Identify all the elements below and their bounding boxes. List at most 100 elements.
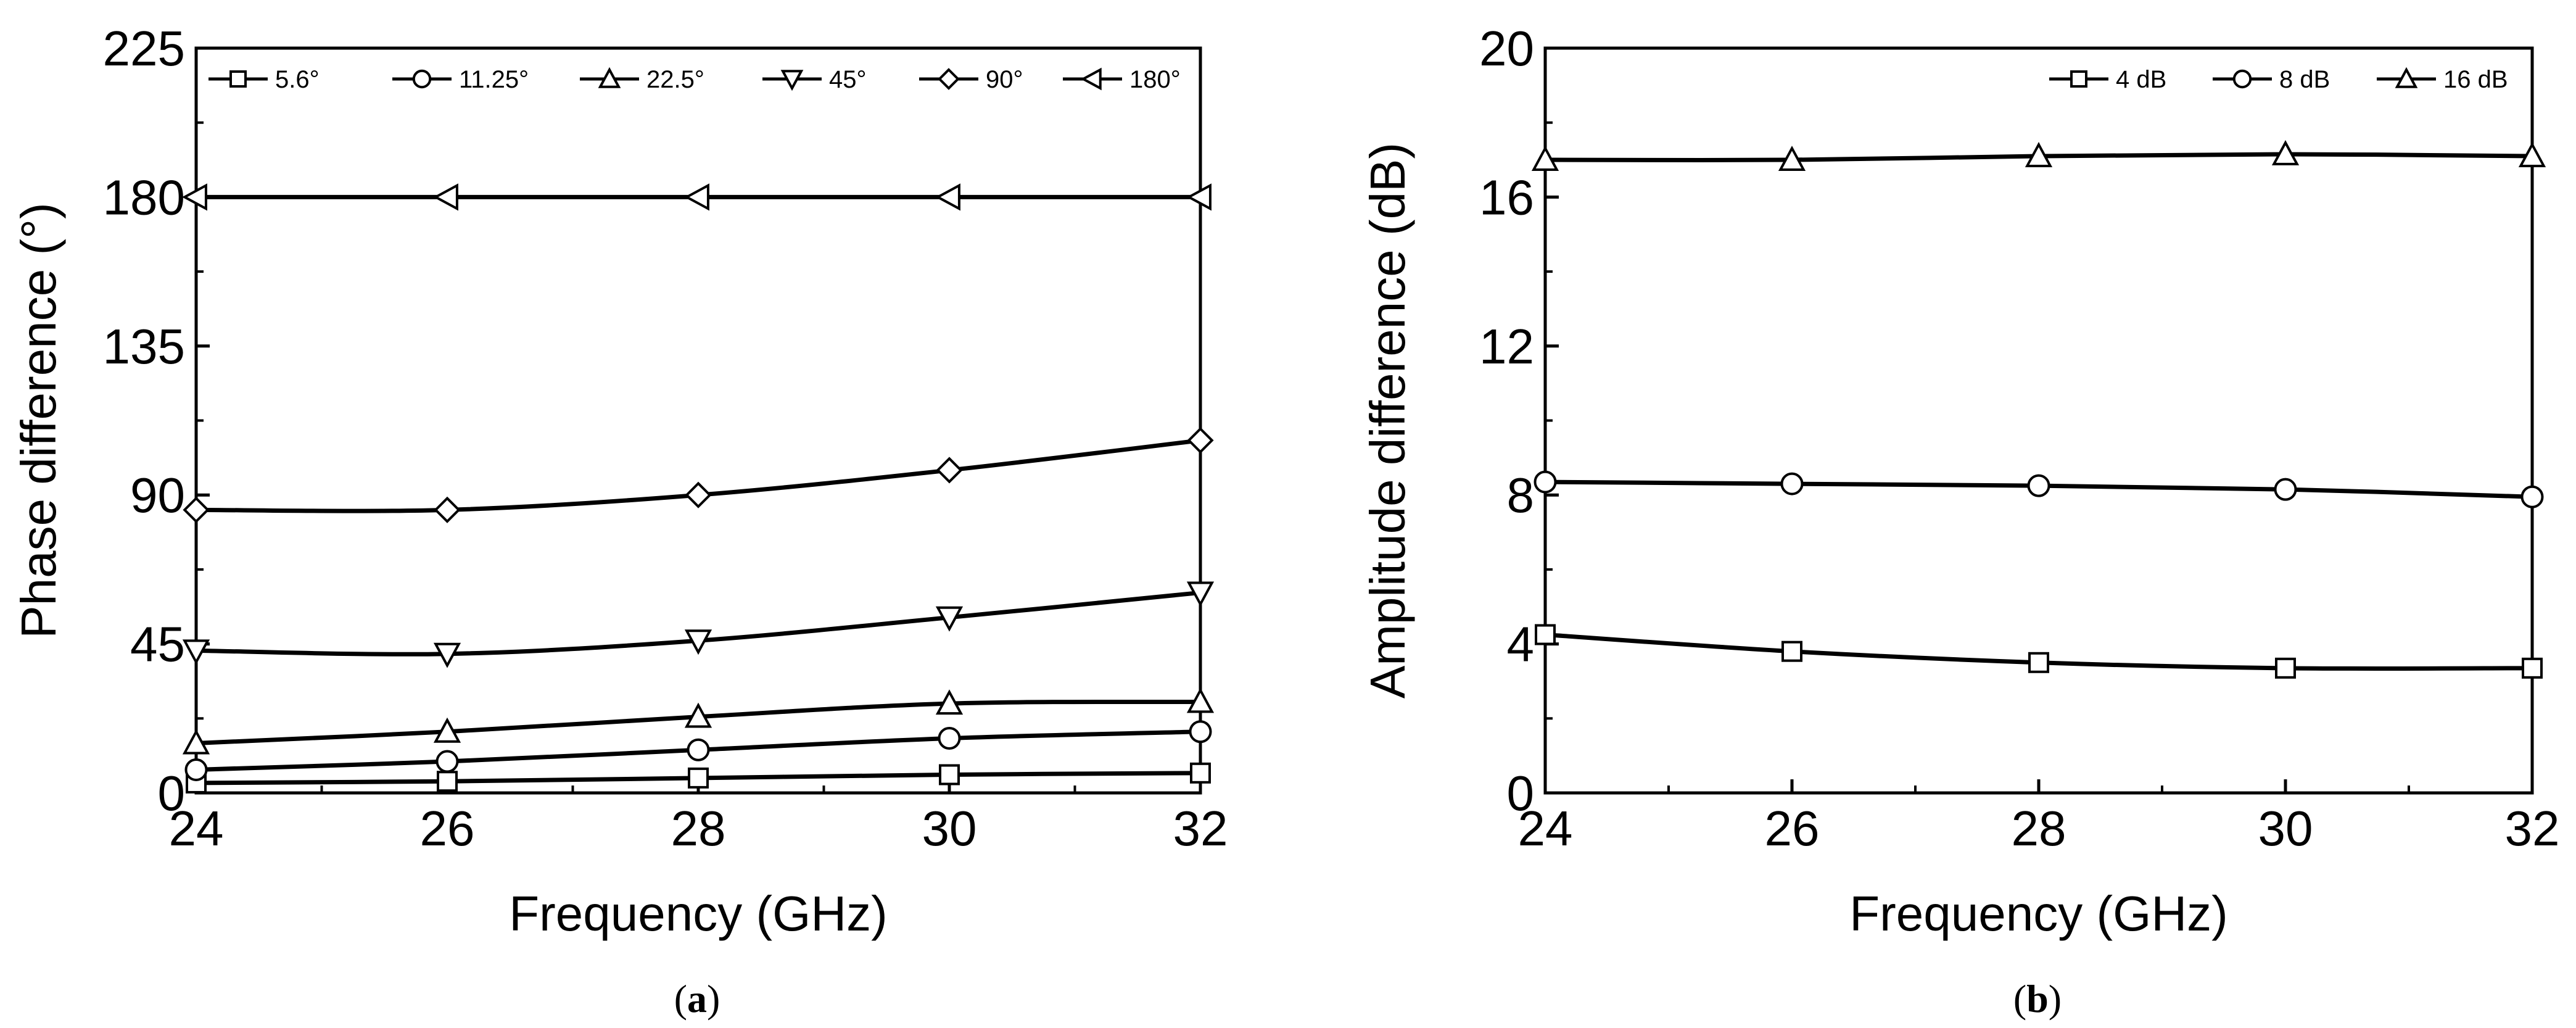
legend-label: 45°: [829, 66, 867, 93]
series-triangle-down: [182, 581, 1215, 668]
data-point: [433, 183, 458, 211]
legend-label: 22.5°: [646, 66, 704, 93]
legend-marker-square-icon: [2070, 70, 2087, 88]
panel-label: (b): [2013, 977, 2062, 1021]
data-point: [2518, 142, 2546, 167]
legend-marker-circle-icon: [2232, 69, 2252, 89]
data-point: [1186, 183, 1212, 211]
data-point: [1187, 427, 1214, 454]
data-point: [2028, 652, 2049, 673]
series-triangle-up: [1531, 140, 2546, 171]
legend-marker-triangle-up-icon: [2395, 67, 2418, 88]
legend-label: 90°: [986, 66, 1023, 93]
y-tick-label: 180: [103, 170, 185, 225]
legend-marker-triangle-down-icon: [780, 70, 804, 91]
data-point: [182, 183, 207, 211]
data-point: [2025, 142, 2053, 167]
data-point: [939, 764, 960, 786]
panel-paren: (: [2013, 977, 2026, 1021]
data-point: [935, 183, 960, 211]
data-point: [938, 726, 961, 750]
x-tick-label: 32: [1173, 801, 1228, 856]
legend-marker-circle-icon: [412, 69, 432, 89]
data-point: [184, 758, 208, 781]
x-tick-label: 24: [1518, 801, 1573, 856]
data-point: [684, 629, 712, 655]
y-tick-label: 0: [1507, 766, 1535, 821]
data-point: [687, 738, 710, 761]
panel-letter: b: [2026, 977, 2049, 1021]
legend: 5.6° 11.25° 22.5° 45° 90° 180°: [208, 66, 1181, 93]
y-tick-label: 16: [1479, 170, 1534, 225]
data-point: [2275, 657, 2296, 679]
series-diamond: [183, 427, 1214, 523]
data-point: [434, 496, 461, 523]
y-tick-label: 225: [103, 21, 185, 76]
y-axis-title: Amplitude difference (dB): [1360, 143, 1415, 698]
data-point: [436, 750, 459, 773]
panel-paren: ): [2049, 977, 2062, 1021]
y-tick-label: 135: [103, 319, 185, 374]
data-point: [688, 767, 709, 789]
data-point: [182, 729, 210, 755]
data-point: [1190, 762, 1211, 784]
series-circle: [184, 720, 1212, 781]
panel-paren: ): [707, 977, 720, 1021]
panel-letter: a: [687, 977, 707, 1021]
legend-label: 16 dB: [2443, 66, 2508, 93]
series-circle: [1534, 470, 2544, 508]
legend-label: 5.6°: [275, 66, 320, 93]
legend-marker-diamond-icon: [938, 68, 960, 90]
data-point: [684, 183, 709, 211]
data-point: [1780, 472, 1804, 495]
data-point: [1778, 146, 1806, 171]
x-tick-label: 32: [2505, 801, 2560, 856]
data-point: [1534, 470, 1557, 494]
x-axis-title: Frequency (GHz): [1849, 886, 2227, 941]
data-point: [2522, 657, 2543, 679]
data-point: [1189, 720, 1212, 744]
y-tick-label: 45: [130, 617, 185, 672]
data-point: [935, 606, 964, 632]
legend-marker-triangle-up-icon: [598, 67, 621, 88]
y-tick-label: 90: [130, 468, 185, 523]
legend-label: 4 dB: [2116, 66, 2166, 93]
panel-paren: (: [674, 977, 687, 1021]
data-point: [1531, 146, 1559, 171]
data-point: [2274, 478, 2297, 501]
chart-panel-b: 24 26 28 30 32 0 4 8 12 16 20 Frequency (GHz) Amplit…: [1360, 21, 2559, 1021]
x-tick-label: 26: [1765, 801, 1820, 856]
x-axis-title: Frequency (GHz): [509, 886, 887, 941]
y-tick-label: 0: [158, 766, 186, 821]
legend-label: 11.25°: [459, 66, 529, 93]
legend: 4 dB 8 dB 16 dB: [2049, 66, 2508, 93]
data-point: [183, 496, 210, 523]
data-point: [433, 642, 461, 668]
legend-label: 180°: [1129, 66, 1181, 93]
data-point: [1535, 624, 1556, 645]
y-tick-label: 4: [1507, 617, 1535, 672]
series-square: [1535, 624, 2543, 679]
y-tick-label: 8: [1507, 468, 1535, 523]
data-point: [935, 689, 964, 715]
series-triangle-up: [182, 687, 1215, 755]
data-point: [433, 717, 461, 743]
chart-panel-a: 24 26 28 30 32 0 45 90 135 180 225 Frequency (GHz) P…: [11, 21, 1228, 1021]
data-point: [1186, 687, 1215, 713]
y-tick-label: 12: [1479, 319, 1534, 374]
data-point: [1781, 640, 1802, 662]
legend-label: 8 dB: [2279, 66, 2330, 93]
y-tick-label: 20: [1479, 21, 1534, 76]
y-axis-title: Phase difference (°): [11, 202, 66, 638]
data-point: [936, 457, 963, 484]
data-point: [2520, 485, 2544, 508]
x-tick-label: 28: [671, 801, 726, 856]
x-tick-label: 24: [169, 801, 224, 856]
data-point: [2271, 140, 2300, 165]
series-triangle-left: [182, 183, 1212, 211]
legend-marker-square-icon: [229, 70, 247, 88]
legend-marker-triangle-left-icon: [1080, 67, 1102, 91]
data-point: [2027, 474, 2050, 497]
